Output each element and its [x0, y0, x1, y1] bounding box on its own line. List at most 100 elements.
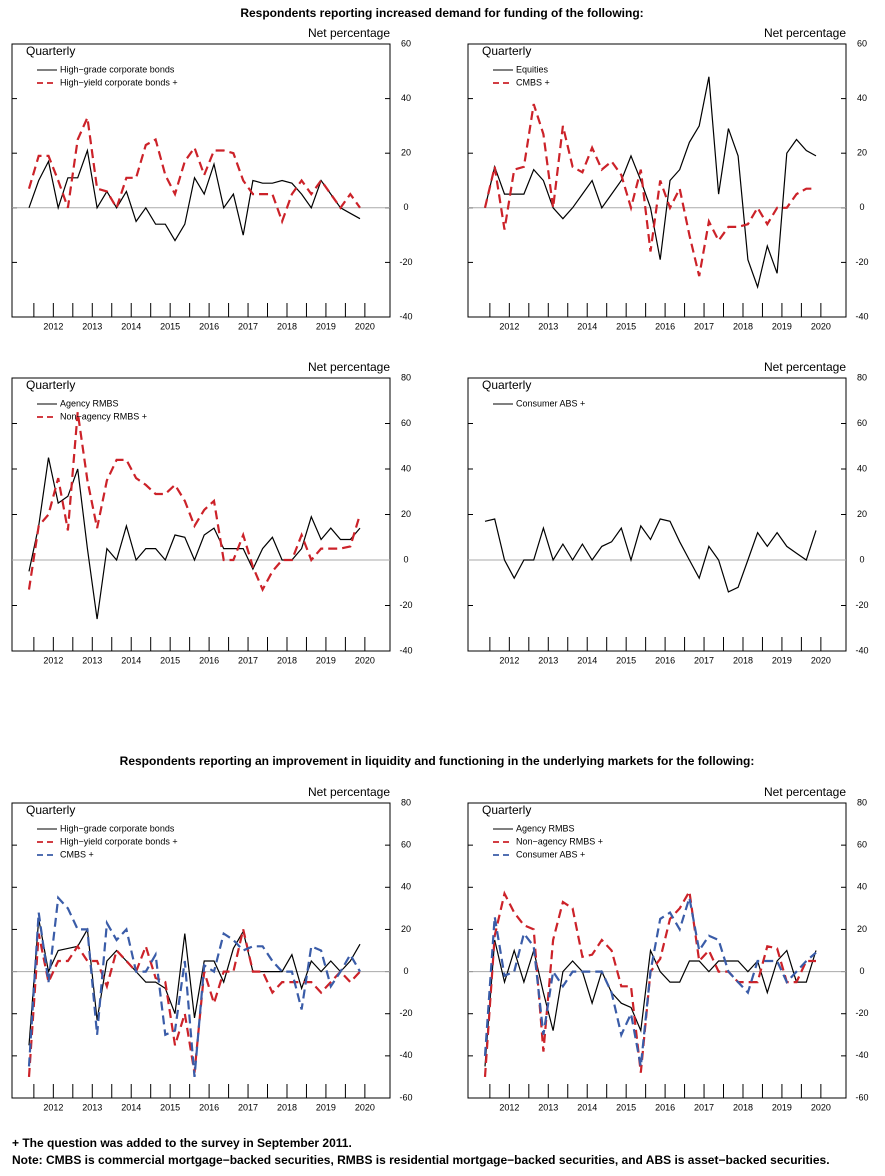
x-tick-label: 2012: [43, 1102, 63, 1112]
y-tick-label: 40: [857, 463, 867, 473]
x-tick-label: 2017: [238, 655, 258, 665]
legend-label: Consumer ABS +: [516, 849, 585, 859]
x-tick-label: 2016: [655, 321, 675, 331]
series-line: [484, 76, 817, 290]
panel-label: Quarterly: [26, 44, 75, 58]
panel-label: Quarterly: [26, 378, 75, 392]
series-line: [28, 457, 361, 620]
chart-panel: Quarterly Net percentage -60 -40 -20 0 20 40 60 8…: [11, 785, 413, 1112]
y-axis-label: Net percentage: [764, 360, 846, 374]
x-tick-label: 2020: [355, 321, 375, 331]
series-line: [28, 148, 361, 242]
y-tick-label: 40: [857, 93, 867, 103]
x-tick-label: 2013: [538, 321, 558, 331]
section-heading: Respondents reporting increased demand f…: [240, 6, 643, 20]
x-tick-label: 2019: [772, 655, 792, 665]
plot-frame: [467, 43, 847, 318]
x-tick-label: 2019: [316, 655, 336, 665]
footnote: Note: CMBS is commercial mortgage−backed…: [12, 1153, 830, 1167]
x-tick-label: 2016: [655, 1102, 675, 1112]
y-tick-label: 80: [401, 797, 411, 807]
x-tick-label: 2015: [160, 321, 180, 331]
legend-label: High−yield corporate bonds +: [60, 77, 178, 87]
y-tick-label: 40: [401, 882, 411, 892]
x-tick-label: 2020: [355, 655, 375, 665]
y-tick-label: 60: [857, 840, 867, 850]
y-tick-label: 20: [401, 509, 411, 519]
y-tick-label: 60: [401, 38, 411, 48]
legend-label: CMBS +: [60, 849, 94, 859]
x-tick-label: 2016: [199, 1102, 219, 1112]
y-tick-label: 20: [401, 148, 411, 158]
y-tick-label: 60: [401, 418, 411, 428]
legend-label: Consumer ABS +: [516, 398, 585, 408]
x-tick-label: 2014: [577, 655, 597, 665]
panel-label: Quarterly: [482, 44, 531, 58]
x-tick-label: 2012: [499, 321, 519, 331]
x-tick-label: 2014: [121, 321, 141, 331]
x-tick-label: 2018: [277, 1102, 297, 1112]
y-tick-label: -60: [399, 1092, 412, 1102]
plot-frame: [11, 802, 391, 1099]
y-tick-label: -20: [399, 257, 412, 267]
x-tick-label: 2015: [160, 1102, 180, 1112]
legend-label: Agency RMBS: [60, 398, 119, 408]
x-tick-label: 2016: [655, 655, 675, 665]
x-tick-label: 2014: [577, 1102, 597, 1112]
footnote: + The question was added to the survey i…: [12, 1136, 352, 1150]
x-tick-label: 2019: [316, 1102, 336, 1112]
chart-panel: Quarterly Net percentage -60 -40 -20 0 20 40 60 8…: [467, 785, 869, 1112]
y-tick-label: -20: [399, 1008, 412, 1018]
x-tick-label: 2013: [82, 1102, 102, 1112]
chart-panel: Quarterly Net percentage -40 -20 0 20 40 60 80 20…: [11, 360, 413, 665]
panel-label: Quarterly: [482, 803, 531, 817]
x-tick-label: 2018: [733, 655, 753, 665]
y-tick-label: 0: [403, 202, 408, 212]
series-line: [27, 411, 362, 593]
x-tick-label: 2019: [772, 1102, 792, 1112]
series-line: [28, 918, 361, 1046]
series-line: [484, 939, 817, 1067]
y-tick-label: 0: [403, 966, 408, 976]
x-tick-label: 2020: [811, 655, 831, 665]
y-tick-label: 20: [857, 924, 867, 934]
legend-label: Non−agency RMBS +: [60, 411, 147, 421]
x-tick-label: 2012: [43, 655, 63, 665]
x-tick-label: 2014: [121, 655, 141, 665]
chart-panel: Quarterly Net percentage -40 -20 0 20 40 60 2012…: [11, 26, 413, 331]
legend-label: Equities: [516, 64, 549, 74]
y-tick-label: -20: [855, 257, 868, 267]
y-axis-label: Net percentage: [308, 26, 390, 40]
x-tick-label: 2017: [238, 321, 258, 331]
panel-label: Quarterly: [26, 803, 75, 817]
y-tick-label: -40: [855, 645, 868, 655]
x-tick-label: 2016: [199, 655, 219, 665]
x-tick-label: 2020: [355, 1102, 375, 1112]
legend-label: Non−agency RMBS +: [516, 836, 603, 846]
y-tick-label: -20: [855, 1008, 868, 1018]
chart-panel: Quarterly Net percentage -40 -20 0 20 40 60 80 20…: [467, 360, 869, 665]
y-tick-label: 0: [403, 554, 408, 564]
series-line: [483, 103, 816, 277]
y-tick-label: 20: [857, 509, 867, 519]
x-tick-label: 2017: [694, 1102, 714, 1112]
y-tick-label: 20: [857, 148, 867, 158]
y-tick-label: 20: [401, 924, 411, 934]
x-tick-label: 2012: [43, 321, 63, 331]
y-tick-label: 60: [401, 840, 411, 850]
x-tick-label: 2019: [772, 321, 792, 331]
x-tick-label: 2015: [160, 655, 180, 665]
y-tick-label: -20: [399, 600, 412, 610]
y-tick-label: 0: [859, 554, 864, 564]
plot-frame: [467, 377, 847, 652]
y-tick-label: 80: [857, 372, 867, 382]
x-tick-label: 2020: [811, 321, 831, 331]
y-tick-label: 0: [859, 966, 864, 976]
y-tick-label: -40: [399, 311, 412, 321]
y-axis-label: Net percentage: [764, 785, 846, 799]
x-tick-label: 2012: [499, 1102, 519, 1112]
x-tick-label: 2020: [811, 1102, 831, 1112]
series-line: [27, 113, 361, 225]
y-tick-label: 40: [857, 882, 867, 892]
